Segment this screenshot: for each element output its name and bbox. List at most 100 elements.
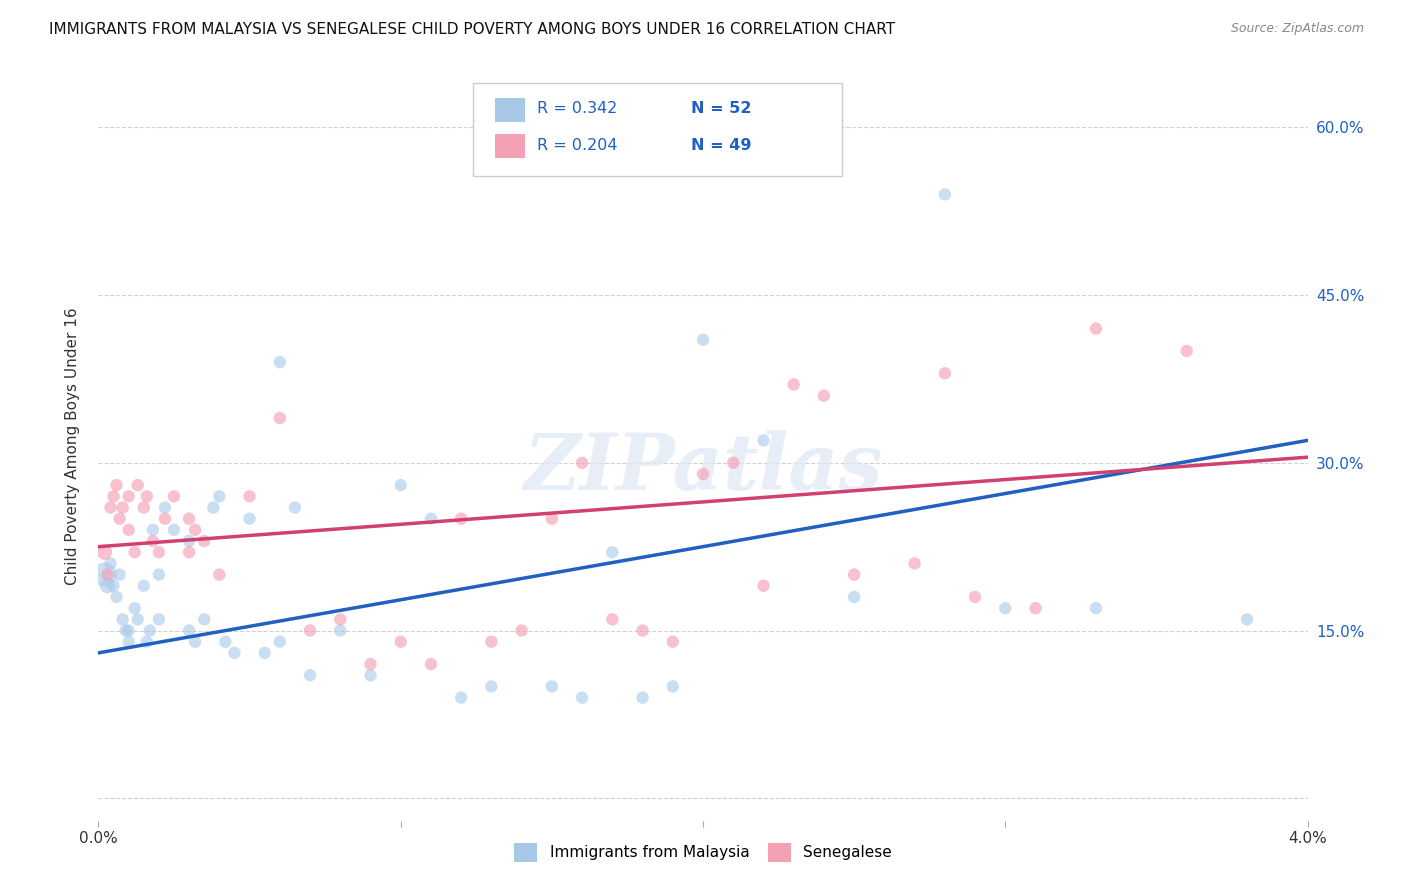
Point	[571, 690, 593, 705]
Point	[844, 590, 866, 604]
Point	[1236, 612, 1258, 626]
Point	[450, 511, 472, 525]
Point	[153, 500, 176, 515]
Point	[108, 567, 131, 582]
Point	[105, 590, 128, 604]
Point	[631, 624, 654, 638]
Point	[450, 690, 472, 705]
Point	[389, 478, 412, 492]
Point	[118, 634, 141, 648]
Point	[510, 624, 533, 638]
Point	[148, 612, 170, 626]
Point	[124, 601, 146, 615]
Point	[420, 657, 443, 671]
Point	[118, 624, 141, 638]
Point	[389, 634, 412, 648]
Point	[179, 624, 201, 638]
Point	[692, 333, 714, 347]
Text: N = 49: N = 49	[690, 138, 751, 153]
Point	[540, 511, 562, 525]
Point	[752, 434, 775, 448]
Point	[571, 456, 593, 470]
Point	[1085, 601, 1108, 615]
Text: IMMIGRANTS FROM MALAYSIA VS SENEGALESE CHILD POVERTY AMONG BOYS UNDER 16 CORRELA: IMMIGRANTS FROM MALAYSIA VS SENEGALESE C…	[49, 22, 896, 37]
Point	[481, 634, 503, 648]
Point	[93, 545, 115, 559]
Point	[127, 478, 149, 492]
Point	[184, 523, 207, 537]
Point	[214, 634, 236, 648]
Point	[752, 579, 775, 593]
Legend: Immigrants from Malaysia, Senegalese: Immigrants from Malaysia, Senegalese	[506, 835, 900, 869]
Text: N = 52: N = 52	[690, 102, 751, 116]
Point	[661, 634, 683, 648]
Point	[96, 567, 118, 582]
Text: Source: ZipAtlas.com: Source: ZipAtlas.com	[1230, 22, 1364, 36]
Point	[132, 500, 155, 515]
Point	[163, 489, 186, 503]
Point	[118, 489, 141, 503]
Point	[994, 601, 1017, 615]
Point	[124, 545, 146, 559]
Point	[602, 545, 624, 559]
Point	[118, 523, 141, 537]
Point	[1085, 321, 1108, 335]
Point	[934, 367, 956, 381]
Text: R = 0.204: R = 0.204	[537, 138, 617, 153]
Point	[139, 624, 162, 638]
Point	[299, 668, 322, 682]
Point	[1025, 601, 1047, 615]
Point	[111, 612, 134, 626]
Text: ZIPatlas: ZIPatlas	[523, 430, 883, 507]
Point	[602, 612, 624, 626]
Point	[105, 478, 128, 492]
Point	[253, 646, 276, 660]
Point	[127, 612, 149, 626]
Point	[284, 500, 307, 515]
Point	[100, 557, 122, 571]
Point	[269, 411, 291, 425]
Point	[100, 500, 122, 515]
FancyBboxPatch shape	[495, 97, 526, 121]
Point	[193, 612, 215, 626]
Point	[224, 646, 246, 660]
Point	[329, 612, 352, 626]
Point	[202, 500, 225, 515]
Point	[96, 579, 118, 593]
Point	[148, 567, 170, 582]
Point	[111, 500, 134, 515]
Point	[723, 456, 745, 470]
Point	[965, 590, 987, 604]
Point	[142, 523, 165, 537]
Point	[132, 579, 155, 593]
Point	[299, 624, 322, 638]
FancyBboxPatch shape	[495, 134, 526, 158]
Point	[481, 680, 503, 694]
Point	[631, 690, 654, 705]
Y-axis label: Child Poverty Among Boys Under 16: Child Poverty Among Boys Under 16	[65, 307, 80, 585]
Point	[135, 634, 157, 648]
Point	[103, 489, 125, 503]
FancyBboxPatch shape	[474, 83, 842, 177]
Point	[153, 511, 176, 525]
Point	[661, 680, 683, 694]
Point	[269, 355, 291, 369]
Point	[108, 511, 131, 525]
Point	[360, 668, 382, 682]
Point	[193, 534, 215, 549]
Point	[783, 377, 806, 392]
Point	[208, 489, 231, 503]
Point	[184, 634, 207, 648]
Point	[93, 567, 115, 582]
Point	[269, 634, 291, 648]
Point	[179, 511, 201, 525]
Point	[148, 545, 170, 559]
Point	[844, 567, 866, 582]
Point	[179, 534, 201, 549]
Point	[135, 489, 157, 503]
Point	[329, 624, 352, 638]
Point	[114, 624, 136, 638]
Point	[208, 567, 231, 582]
Point	[239, 489, 262, 503]
Point	[904, 557, 927, 571]
